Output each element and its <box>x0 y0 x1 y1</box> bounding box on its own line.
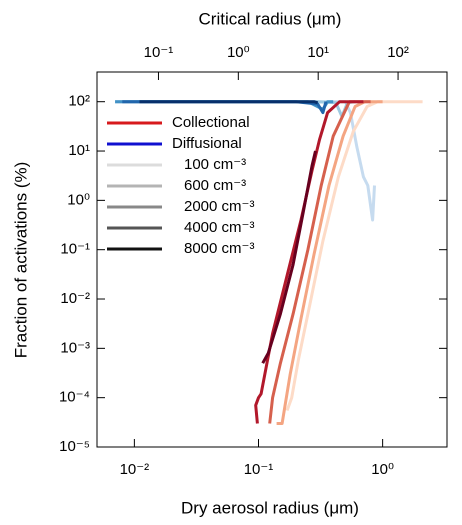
data-line <box>122 100 328 115</box>
data-line <box>276 100 383 425</box>
data-line <box>139 100 319 105</box>
legend-label: Diffusional <box>172 135 242 152</box>
x-tick-label: 10⁻² <box>120 461 150 478</box>
legend-label: 600 cm⁻³ <box>184 177 246 194</box>
y-tick-label: 10⁻⁴ <box>59 389 90 406</box>
y-tick-label: 10⁻¹ <box>60 241 90 258</box>
legend-label: 8000 cm⁻³ <box>184 240 254 257</box>
y-tick-label: 10⁻⁵ <box>59 438 90 455</box>
legend-label: Collectional <box>172 114 250 131</box>
legend-label: 2000 cm⁻³ <box>184 198 254 215</box>
x2-tick-label: 10⁻¹ <box>144 44 174 61</box>
y-tick-label: 10⁰ <box>67 191 90 208</box>
plot-frame <box>96 71 448 448</box>
y-tick-label: 10¹ <box>68 142 90 159</box>
y-tick-label: 10⁻³ <box>60 339 90 356</box>
data-line <box>261 150 317 364</box>
x2-axis-label: Critical radius (μm) <box>199 9 342 28</box>
data-line <box>254 100 364 424</box>
x-axis-label: Dry aerosol radius (μm) <box>181 498 359 517</box>
data-line <box>268 100 371 424</box>
legend-label: 4000 cm⁻³ <box>184 219 254 236</box>
x2-tick-label: 10² <box>387 44 409 61</box>
x2-tick-label: 10¹ <box>307 44 329 61</box>
x2-tick-label: 10⁰ <box>227 44 250 61</box>
x-tick-label: 10⁰ <box>371 461 394 478</box>
y-tick-label: 10⁻² <box>60 290 90 307</box>
legend-label: 100 cm⁻³ <box>184 156 246 173</box>
x-tick-label: 10⁻¹ <box>244 461 274 478</box>
y-axis-label: Fraction of activations (%) <box>11 162 30 359</box>
y-tick-label: 10² <box>68 93 90 110</box>
data-line <box>285 100 423 412</box>
